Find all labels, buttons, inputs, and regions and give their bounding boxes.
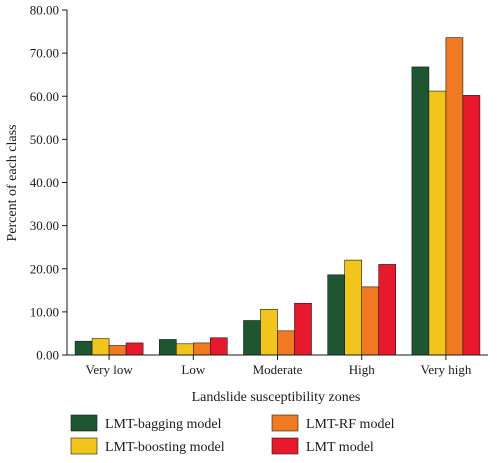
bar-2-5	[428, 90, 447, 356]
legend-label-3: LMT-RF model	[306, 417, 395, 432]
x-tick-label: Moderate	[253, 362, 303, 377]
bar-4-4	[378, 264, 397, 356]
bar-1-5	[411, 66, 430, 356]
bar-4-3	[294, 302, 312, 356]
y-ticks-group: 0.00 10.00 20.00 30.00 40.00 50.00 60.00 70.00 8…	[30, 3, 67, 363]
bar-3-5	[445, 37, 464, 356]
legend-swatch-3	[271, 414, 299, 432]
legend-label-4: LMT model	[306, 440, 374, 455]
y-tick-label: 20.00	[30, 261, 59, 276]
bar-2-3	[260, 308, 278, 356]
legend: LMT-bagging model LMT-RF model LMT-boostin…	[70, 414, 395, 455]
y-tick-label: 30.00	[30, 218, 59, 233]
x-axis-title: Landslide susceptibility zones	[192, 390, 361, 405]
x-tick-label: Low	[181, 362, 205, 377]
y-tick-label: 40.00	[30, 175, 59, 190]
bar-1-1	[74, 340, 93, 356]
x-tick-label: Very low	[85, 362, 133, 377]
y-tick-label: 70.00	[30, 46, 59, 61]
y-tick-label: 0.00	[36, 348, 59, 363]
bar-1-2	[159, 339, 177, 356]
legend-swatch-4	[271, 437, 299, 455]
x-ticks-group: Very low Low Moderate High Very high	[85, 355, 472, 377]
bar-3-1	[108, 345, 127, 356]
bar-2-1	[91, 338, 110, 356]
bar-4-5	[462, 95, 481, 356]
legend-swatch-2	[70, 437, 98, 455]
legend-label-2: LMT-boosting model	[105, 440, 225, 455]
bar-2-4	[344, 259, 363, 356]
legend-label-1: LMT-bagging model	[105, 417, 222, 432]
y-tick-label: 80.00	[30, 3, 59, 18]
x-tick-label: High	[349, 362, 376, 377]
bar-2-2	[176, 343, 194, 356]
y-tick-label: 50.00	[30, 132, 59, 147]
bar-3-2	[193, 342, 211, 356]
y-tick-label: 10.00	[30, 304, 59, 319]
bar-1-4	[327, 274, 346, 356]
bars-group	[74, 37, 481, 356]
y-tick-label: 60.00	[30, 89, 59, 104]
x-tick-label: Very high	[420, 362, 471, 377]
bar-4-2	[210, 337, 228, 356]
bar-1-3	[243, 320, 261, 356]
y-axis-title: Percent of each class	[5, 125, 20, 242]
bar-3-3	[277, 330, 295, 356]
legend-swatch-1	[70, 414, 98, 432]
bar-3-4	[361, 286, 380, 356]
bar-4-1	[125, 342, 144, 356]
